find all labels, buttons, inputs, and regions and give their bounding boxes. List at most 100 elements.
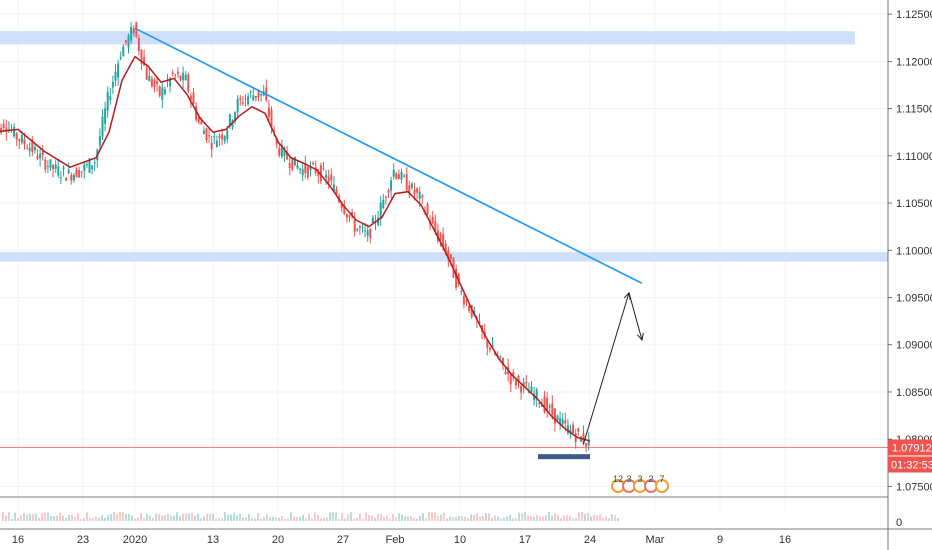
volume-bar: [131, 515, 133, 521]
candle-body: [330, 174, 333, 181]
volume-bar: [440, 514, 442, 521]
volume-bar: [239, 513, 241, 521]
candle-body: [122, 46, 125, 57]
candle-body: [26, 148, 29, 150]
moving-average-line[interactable]: [0, 55, 591, 442]
volume-bar: [110, 514, 112, 521]
candle-body: [377, 217, 380, 226]
candle-body: [184, 74, 187, 81]
volume-bar: [443, 512, 445, 521]
volume-bar: [119, 512, 121, 521]
candle-body: [143, 57, 146, 66]
x-tick-label: Mar: [646, 534, 665, 546]
candle-body: [254, 95, 257, 98]
candle-body: [504, 371, 507, 374]
volume-bar: [101, 515, 103, 521]
candle-body: [556, 415, 559, 421]
volume-bar: [35, 513, 37, 521]
volume-bar: [257, 512, 259, 521]
volume-bar: [497, 516, 499, 521]
candle-body: [517, 375, 520, 382]
support-zone[interactable]: [0, 252, 888, 262]
y-tick-label: 1.09500: [896, 293, 932, 305]
candle-body: [88, 158, 91, 173]
volume-bar: [248, 514, 250, 521]
trendline[interactable]: [134, 27, 643, 285]
volume-bar: [377, 514, 379, 521]
candle-body: [176, 71, 179, 74]
candle-body: [241, 102, 244, 104]
volume-bar: [503, 517, 505, 521]
candle-body: [98, 136, 101, 146]
volume-bar: [395, 517, 397, 521]
candle-body: [192, 92, 195, 105]
candle-body: [455, 268, 458, 288]
volume-bar: [431, 512, 433, 521]
volume-bar: [197, 513, 199, 521]
current-price-label: 1.07912: [892, 442, 932, 454]
volume-bar: [362, 518, 364, 521]
volume-bar: [266, 514, 268, 521]
candle-body: [395, 173, 398, 179]
volume-bar: [275, 517, 277, 521]
candle-body: [384, 196, 387, 198]
x-tick-label: 17: [519, 534, 531, 546]
volume-bar: [209, 513, 211, 521]
candle-body: [174, 74, 177, 76]
volume-bar: [521, 513, 523, 521]
candle-body: [304, 163, 307, 173]
projection-arrow-down[interactable]: [628, 292, 644, 342]
volume-bar: [287, 518, 289, 521]
volume-bar: [224, 512, 226, 521]
resistance-zone[interactable]: [0, 31, 855, 45]
candle-body: [218, 135, 221, 138]
candle-body: [158, 86, 161, 96]
volume-bar: [305, 518, 307, 521]
support-marker[interactable]: [538, 454, 590, 460]
x-axis[interactable]: 16 23 2020 13 20 27 Feb 10 17 24 Mar 9 16: [12, 534, 791, 546]
volume-bar: [263, 516, 265, 521]
volume-bar: [59, 512, 61, 521]
candle-body: [522, 382, 525, 386]
volume-bar: [89, 518, 91, 521]
y-tick-label: 1.10000: [896, 245, 932, 257]
volume-bar: [203, 516, 205, 521]
volume-bar: [374, 517, 376, 521]
candle-body: [124, 40, 127, 43]
candle-body: [470, 305, 473, 318]
x-tick-label: 24: [584, 534, 596, 546]
x-tick-label: 27: [337, 534, 349, 546]
event-icons[interactable]: 12 3 3 2 7: [611, 474, 669, 493]
volume-bar: [17, 517, 19, 521]
volume-bar: [341, 513, 343, 521]
candle-body: [574, 433, 577, 442]
candle-body: [171, 72, 174, 74]
candle-body: [101, 116, 104, 137]
candle-body: [301, 169, 304, 176]
candle-body: [408, 185, 411, 193]
candle-body: [72, 175, 75, 181]
volume-bar: [614, 515, 616, 521]
volume-bar: [251, 518, 253, 521]
volume-bar: [584, 514, 586, 521]
candle-body: [39, 153, 42, 159]
volume-bar: [470, 514, 472, 521]
y-tick-label: 1.12500: [896, 9, 932, 21]
volume-bar: [167, 514, 169, 521]
volume-bar: [587, 512, 589, 521]
candle-body: [132, 28, 135, 34]
y-tick-label: 1.11000: [896, 151, 932, 163]
candle-body: [215, 140, 218, 148]
event-icon[interactable]: [655, 479, 669, 493]
volume-bar: [122, 512, 124, 521]
candle-body: [57, 166, 60, 176]
volume-bar: [389, 518, 391, 521]
candle-body: [514, 380, 517, 386]
volume-bar: [83, 517, 85, 521]
candle-body: [538, 403, 541, 405]
candle-body: [548, 405, 551, 408]
volume-bar: [422, 512, 424, 521]
volume-axis-zero: 0: [896, 517, 902, 529]
